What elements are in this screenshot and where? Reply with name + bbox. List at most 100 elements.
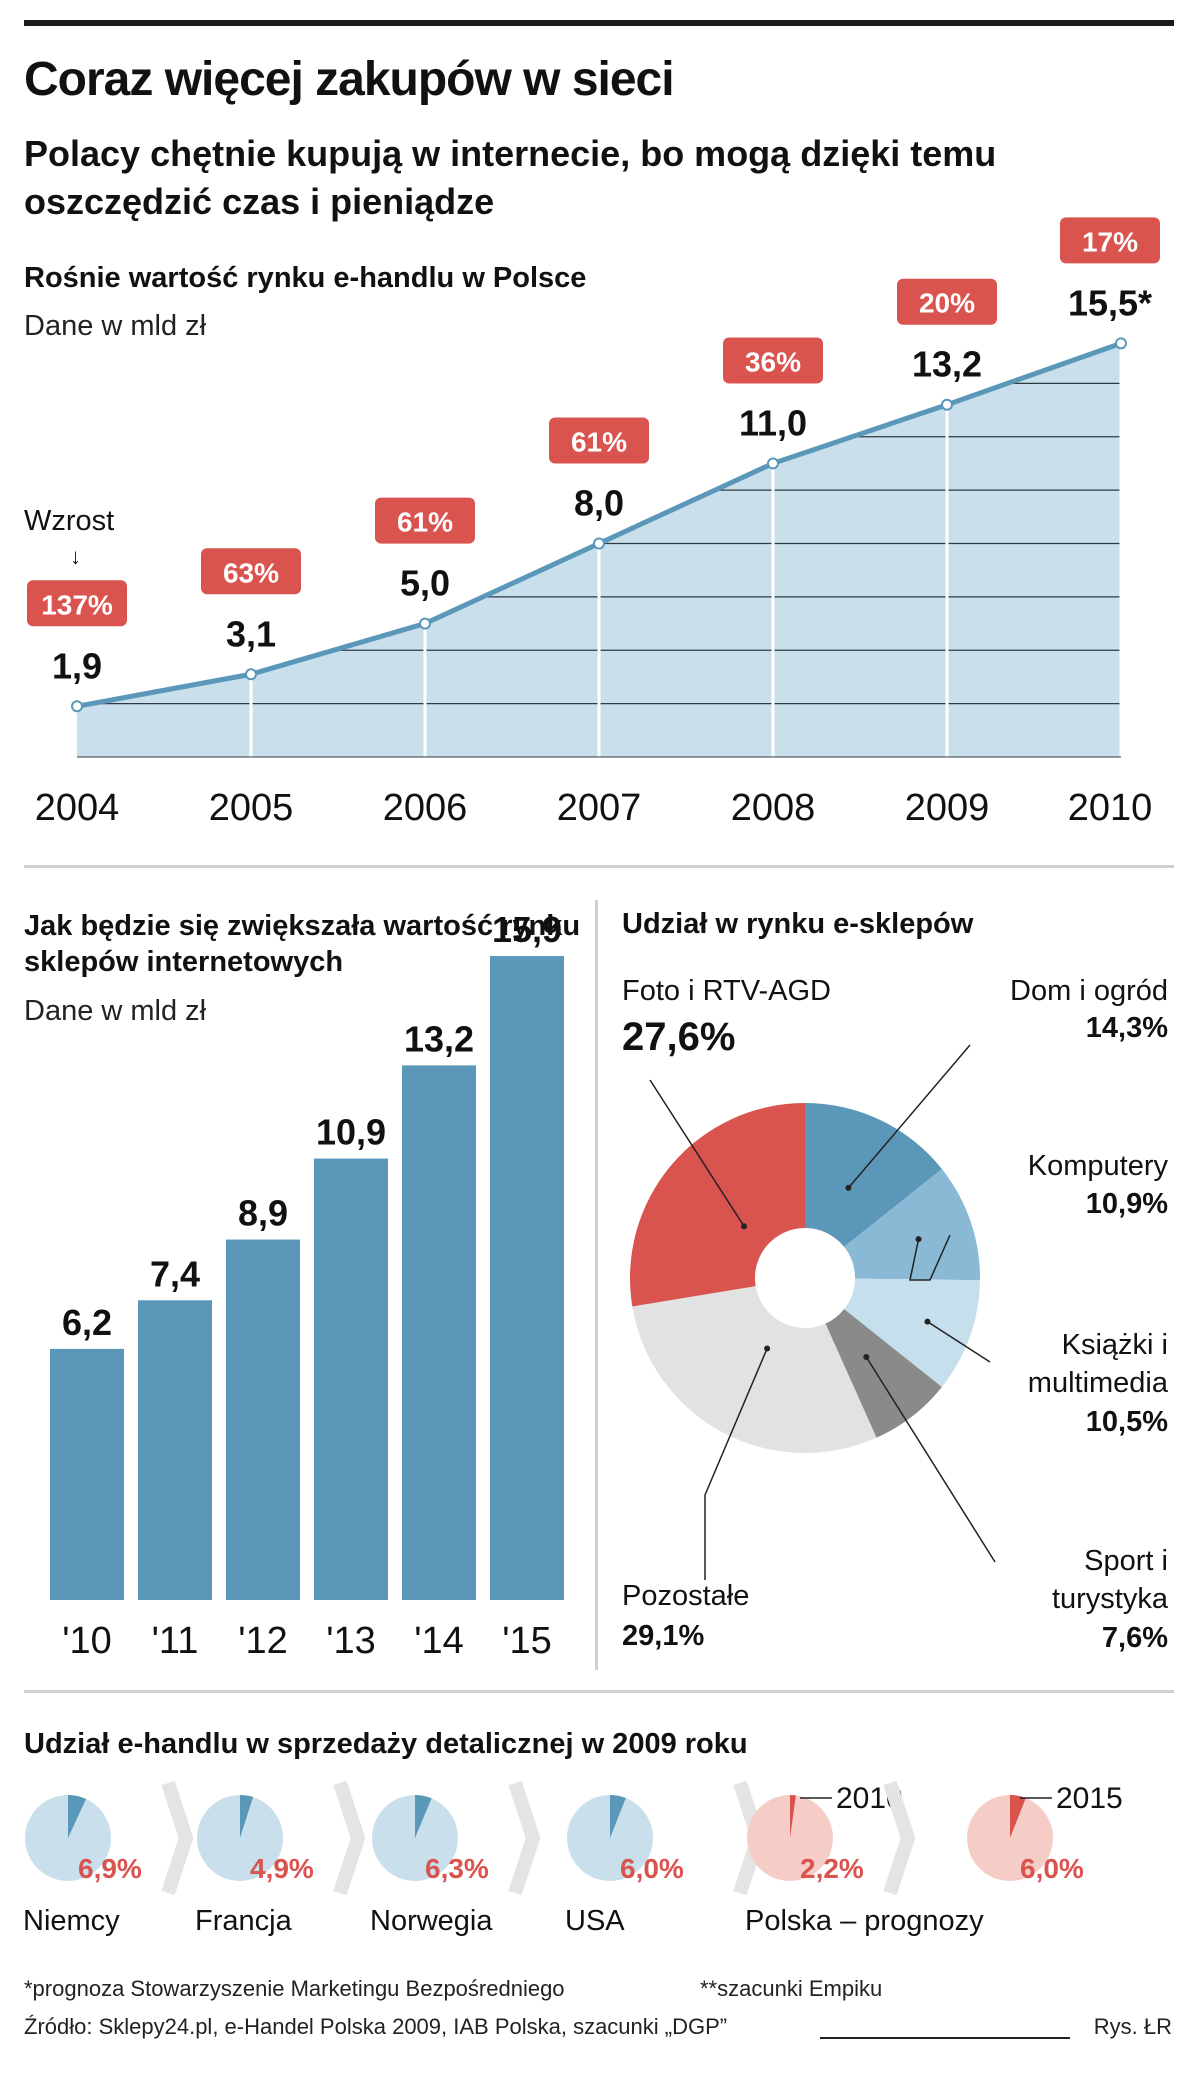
area-chart: 2004 2005 2006 2007 2008 2009 2010 1,9 137% 3,1 63… <box>27 217 1160 829</box>
bar-value-label: 10,9 <box>316 1112 386 1153</box>
page-title: Coraz więcej zakupów w sieci <box>24 53 675 106</box>
growth-badge-label: 17% <box>1082 226 1138 257</box>
chevron-separator <box>333 1780 366 1896</box>
bar-category-label: '14 <box>414 1620 464 1662</box>
x-tick-label: 2007 <box>557 787 642 829</box>
donut-chart-title: Udział w rynku e-sklepów <box>622 908 974 940</box>
growth-badge <box>375 497 475 544</box>
data-point <box>1115 337 1127 350</box>
data-point <box>71 700 83 713</box>
growth-badge-label: 20% <box>919 288 975 319</box>
small-pie-label: Norwegia <box>370 1905 493 1937</box>
bar <box>402 1065 476 1600</box>
x-tick-label: 2010 <box>1068 787 1153 829</box>
small-pie-value: 6,0% <box>620 1853 684 1884</box>
growth-badge-label: 36% <box>745 346 801 377</box>
x-tick-label: 2009 <box>905 787 990 829</box>
chevron-separator <box>508 1780 541 1896</box>
small-pie-slice <box>68 1795 87 1838</box>
bar-value-label: 15,9 <box>492 909 562 950</box>
separator-2 <box>24 1690 1174 1693</box>
bar-chart: 6,2 '10 7,4 '11 8,9 '12 10,9 '13 13,2 '14 15,9 '15 <box>50 909 564 1662</box>
growth-badge <box>549 417 649 464</box>
x-tick-label: 2008 <box>731 787 816 829</box>
bar-category-label: '11 <box>152 1620 199 1662</box>
small-pie-slice <box>1010 1795 1026 1838</box>
top-rule <box>24 20 1174 26</box>
bar-category-label: '15 <box>502 1620 552 1662</box>
year-label: 2015 <box>1056 1782 1123 1815</box>
value-label: 3,1 <box>226 613 276 654</box>
bar <box>226 1239 300 1600</box>
small-pie-value: 4,9% <box>250 1853 314 1884</box>
growth-arrow-icon: ↓ <box>70 544 81 569</box>
slice-value-komputery: 10,9% <box>1085 1188 1168 1220</box>
chevron-separator <box>883 1780 916 1896</box>
slice-label-dom: Dom i ogród <box>1010 975 1168 1007</box>
small-pie-label: USA <box>565 1905 625 1937</box>
bar-value-label: 6,2 <box>62 1302 112 1343</box>
small-pie-value: 2,2% <box>800 1853 864 1884</box>
donut-slice <box>630 1103 805 1307</box>
donut-slice <box>632 1286 877 1453</box>
small-pie-value: 6,3% <box>425 1853 489 1884</box>
growth-badge-label: 61% <box>571 427 627 458</box>
value-label: 11,0 <box>739 402 807 443</box>
leader-line <box>847 1044 971 1189</box>
donut-slice <box>825 1309 942 1438</box>
leader-dot <box>915 1236 922 1243</box>
bar-chart-unit: Dane w mld zł <box>24 995 207 1027</box>
value-label: 1,9 <box>52 645 102 686</box>
small-pie-value: 6,9% <box>78 1853 142 1884</box>
growth-badge <box>1060 217 1160 264</box>
small-pie-slice <box>415 1795 432 1838</box>
data-point <box>419 617 431 630</box>
bar-category-label: '10 <box>62 1620 112 1662</box>
leader-line <box>649 1079 745 1227</box>
slice-label-komputery: Komputery <box>1027 1150 1168 1182</box>
separator-1 <box>24 865 1174 868</box>
small-pie-slice <box>790 1795 796 1838</box>
bar-value-label: 13,2 <box>404 1018 474 1059</box>
bar <box>138 1300 212 1600</box>
small-pie-label: Polska – prognozy <box>745 1905 984 1937</box>
bar <box>50 1348 124 1600</box>
leader-dot <box>863 1354 870 1361</box>
slice-value-dom: 14,3% <box>1085 1012 1168 1044</box>
growth-badge-label: 137% <box>41 589 113 620</box>
slice-value-ksiazki: 10,5% <box>1085 1406 1168 1438</box>
slice-value-sport: 7,6% <box>1101 1622 1168 1654</box>
x-tick-label: 2004 <box>35 787 120 829</box>
slice-label-sport: Sport i turystyka <box>1051 1545 1168 1615</box>
x-tick-label: 2006 <box>383 787 468 829</box>
growth-badge <box>723 337 823 384</box>
credit: Rys. ŁR <box>1093 2014 1172 2039</box>
small-pie-value: 6,0% <box>1020 1853 1084 1884</box>
growth-badge <box>201 548 301 595</box>
value-label: 8,0 <box>574 483 624 524</box>
leader-dot <box>741 1223 748 1230</box>
leader-line <box>909 1234 951 1281</box>
source-line: Źródło: Sklepy24.pl, e-Handel Polska 200… <box>24 2014 736 2040</box>
slice-label-pozostale: Pozostałe <box>622 1580 750 1612</box>
donut-chart <box>630 1044 996 1580</box>
growth-badge-label: 63% <box>223 557 279 588</box>
bar-value-label: 7,4 <box>150 1253 200 1294</box>
bar <box>490 956 564 1600</box>
growth-badge-label: 61% <box>397 507 453 538</box>
bar-value-label: 8,9 <box>238 1193 288 1234</box>
chevron-separator <box>161 1780 194 1896</box>
footnote-1: *prognoza Stowarzyszenie Marketingu Bezp… <box>24 1976 565 2001</box>
source-rule <box>820 2037 1070 2039</box>
data-point <box>941 398 953 411</box>
value-label: 15,5* <box>1068 282 1152 323</box>
bar-chart-title: Jak będzie się zwiększała wartość rynku … <box>24 910 581 978</box>
leader-line <box>704 1348 768 1580</box>
vertical-divider <box>595 900 598 1670</box>
footnote-2: **szacunki Empiku <box>700 1976 883 2001</box>
slice-value-pozostale: 29,1% <box>622 1620 705 1652</box>
slice-label-ksiazki: Książki i multimedia <box>1027 1329 1168 1399</box>
donut-slice <box>805 1103 942 1247</box>
small-pie-label: Niemcy <box>23 1905 120 1937</box>
